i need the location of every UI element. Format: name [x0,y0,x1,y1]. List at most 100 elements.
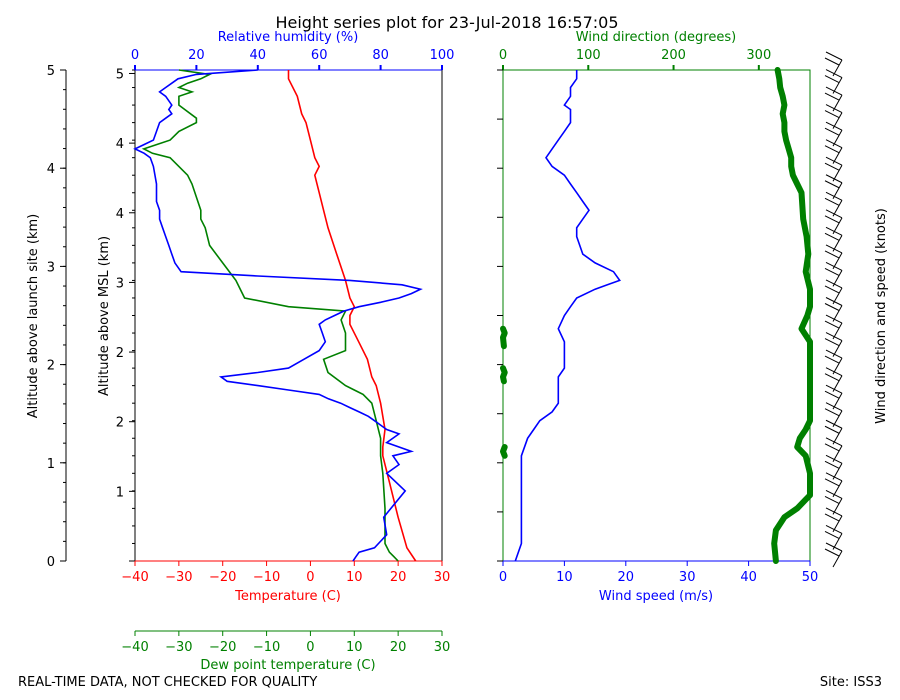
dewpoint-tick-label: −40 [121,640,148,655]
wind-speed-tick-label: 0 [499,570,507,585]
launch-altitude-tick-label: 3 [47,260,55,275]
wind-speed-tick-label: 40 [740,570,757,585]
temperature-axis-label: Temperature (C) [234,589,341,604]
wind-barb-flag [824,75,840,83]
wind-barb-staff [832,129,843,147]
wind-speed-tick-label: 20 [618,570,635,585]
wind-barb-flag [824,267,840,276]
wind-direction-line [500,444,508,459]
wind-barb-staff [832,235,843,252]
launch-altitude-tick-label: 1 [47,457,55,472]
wind-barb-flag [825,51,843,61]
humidity-line [133,69,423,562]
wind-barb-staff [832,515,843,533]
wind-barb-staff [832,305,843,322]
temperature-tick-label: 10 [346,570,363,585]
wind-barb-flag [824,495,840,504]
wind-barb-staff [832,217,843,235]
wind-speed-line [514,70,621,562]
wind-barb-flag [824,320,840,329]
msl-altitude-axis-label: Altitude above MSL (km) [97,236,112,396]
wind-barb-flag [824,145,840,154]
wind-barb-staff [832,77,843,94]
wind-barb-staff [832,375,843,392]
chart-title: Height series plot for 23-Jul-2018 16:57… [275,13,618,32]
temperature-tick-label: 0 [306,570,314,585]
wind-barb-flag [824,513,840,522]
humidity-axis-label: Relative humidity (%) [218,30,359,45]
wind-direction-tick-label: 300 [746,48,771,63]
dewpoint-tick-label: −20 [209,640,236,655]
wind-barb-flag [824,355,840,364]
wind-barbs [824,51,843,568]
msl-altitude-tick-label: 2 [116,346,124,361]
dewpoint-axis-label: Dew point temperature (C) [200,658,375,673]
wind-barb-staff [832,463,843,480]
wind-direction-axis-label: Wind direction (degrees) [576,30,736,45]
wind-direction-tick-label: 100 [576,48,601,63]
left-panel: Altitude above launch site (km) Altitude… [26,30,454,673]
wind-barb-staff [832,533,843,550]
wind-barb-staff [832,270,843,287]
dewpoint-tick-label: −30 [165,640,192,655]
dewpoint-tick-label: 20 [390,640,407,655]
wind-speed-tick-label: 50 [802,570,819,585]
wind-barb-staff [832,322,843,340]
temperature-line [287,70,417,562]
wind-barb-flag [824,232,840,241]
left-plot-frame [134,69,443,562]
wind-direction-tick-label: 0 [499,48,507,63]
wind-barb-flag [824,443,840,452]
wind-barb-staff [832,200,843,217]
wind-barb-flag [824,110,840,119]
wind-barb-staff [832,59,843,77]
wind-barb-flag [824,162,840,171]
dewpoint-tick-label: 0 [306,640,314,655]
wind-barb-staff [832,287,843,305]
temperature-tick-label: 20 [390,570,407,585]
msl-altitude-tick-label: 1 [116,485,124,500]
wind-barb-staff [832,164,843,182]
quality-footer: REAL-TIME DATA, NOT CHECKED FOR QUALITY [18,675,317,690]
msl-altitude-tick-label: 2 [116,416,124,431]
launch-altitude-axis-label: Altitude above launch site (km) [26,214,41,418]
wind-barb-flag [824,373,840,382]
wind-barb-flag [824,460,840,469]
wind-barb-flag [824,92,840,101]
wind-barb-flag [824,478,840,487]
humidity-tick-label: 100 [430,48,455,63]
dewpoint-tick-label: 10 [346,640,363,655]
msl-altitude-tick-label: 5 [116,67,124,82]
site-footer: Site: ISS3 [820,675,882,690]
wind-barb-flag [824,338,840,347]
msl-altitude-tick-label: 4 [116,207,124,222]
humidity-tick-label: 80 [372,48,389,63]
wind-barb-staff [832,182,843,199]
temperature-tick-label: −30 [165,570,192,585]
wind-barb-staff [832,94,843,112]
wind-barb-staff [832,445,843,463]
left-panel-series [133,69,423,562]
wind-direction-line [500,365,508,385]
wind-direction-line [500,325,508,350]
temperature-tick-label: −10 [253,570,280,585]
dewpoint-line [141,69,399,562]
wind-direction-line [771,67,813,564]
wind-barb-flag [824,531,840,539]
wind-barb-staff [832,340,843,357]
wind-direction-tick-label: 200 [661,48,686,63]
wind-barb-flag [824,408,840,417]
wind-barb-staff [832,480,843,498]
humidity-tick-label: 60 [311,48,328,63]
wind-barb-staff [832,252,843,270]
right-panel-ticks: 0 10 20 30 40 50 0 100 200 300 [497,48,818,585]
right-panel-series [500,67,813,564]
wind-barb-staff [832,392,843,410]
humidity-tick-label: 40 [250,48,267,63]
wind-barb-flag [824,215,840,224]
wind-barb-flag [824,548,840,557]
launch-altitude-tick-label: 0 [47,555,55,570]
wind-barb-flag [824,303,840,311]
wind-speed-axis-label: Wind speed (m/s) [599,589,713,604]
